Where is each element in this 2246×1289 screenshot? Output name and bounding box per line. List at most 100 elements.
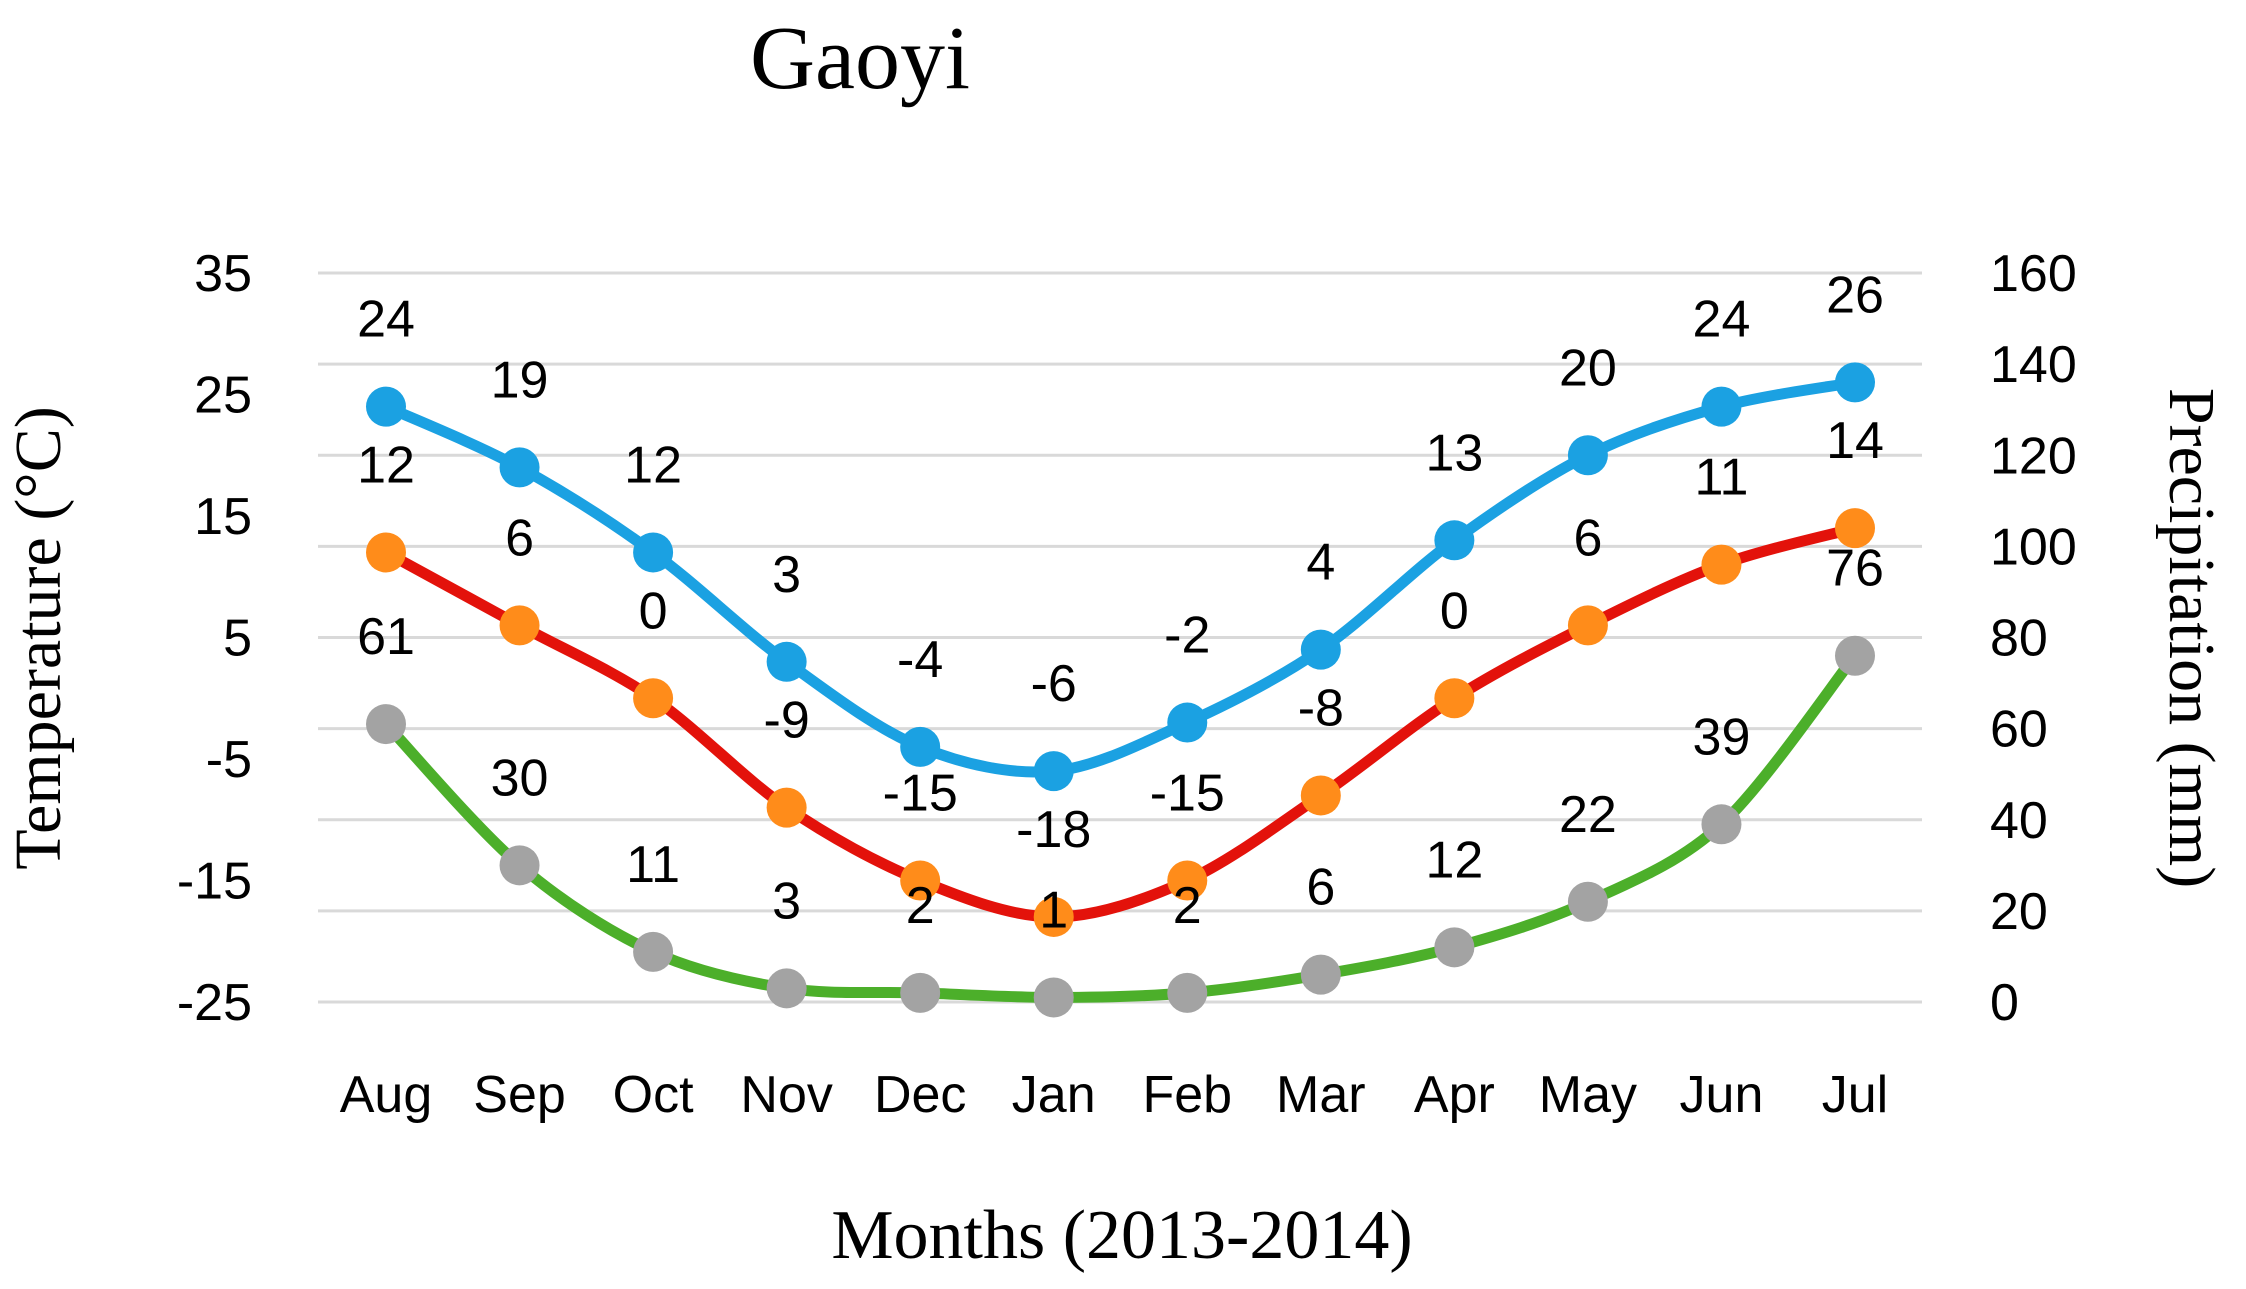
temp-max-point [499,447,540,488]
temp-min-point [633,678,674,719]
temp-min-point [1835,508,1875,549]
x-tick-label: Mar [1276,1066,1366,1124]
precipitation-point [1835,635,1875,676]
left-tick-label: 15 [194,488,252,546]
temp-min-data-label: -8 [1298,679,1344,737]
precipitation-data-label: 61 [357,608,415,666]
temp-min-data-label: 6 [505,509,534,567]
precipitation-point [900,972,941,1013]
temp-min-data-label: -15 [1150,765,1225,823]
temp-max-data-label: -6 [1031,655,1077,713]
precipitation-point [1434,927,1475,968]
right-axis-title: Precipitation (mm) [2155,388,2228,888]
temp-min-point [1033,896,1074,937]
x-tick-label: Jan [1012,1066,1096,1124]
precipitation-point [1567,881,1608,922]
left-tick-label: -25 [177,974,252,1032]
temp-max-data-label: -2 [1164,607,1210,665]
left-tick-label: -5 [206,731,252,789]
temp-min-point [499,605,540,646]
x-tick-label: Jul [1822,1066,1888,1124]
right-tick-label: 100 [1990,518,2077,576]
x-tick-label: Feb [1142,1066,1232,1124]
precipitation-point [366,704,406,745]
left-axis-ticks: 35 25 15 5 -5 -15 -25 [177,245,252,1032]
precipitation-line [380,650,1861,1003]
temp-min-data-label: -9 [764,692,810,750]
temp-max-data-label: 3 [772,546,801,604]
x-tick-label: Aug [340,1066,433,1124]
temp-min-data-label: 12 [357,436,415,494]
x-tick-label: Apr [1414,1066,1495,1124]
right-tick-label: 20 [1990,883,2048,941]
temp-min-data-label: 0 [1440,582,1469,640]
left-tick-label: 5 [223,610,252,668]
temp-min-point [1567,605,1608,646]
temp-min-point [900,860,941,901]
precipitation-data-label: 11 [626,836,680,894]
precipitation-data-label: 12 [1425,831,1483,889]
precipitation-point [1033,977,1074,1018]
precipitation-data-label: 39 [1693,708,1751,766]
chart-title: Gaoyi [750,9,970,108]
x-tick-label: Nov [740,1066,832,1124]
precipitation-data-label: 22 [1559,786,1617,844]
precipitation-point [1701,804,1742,845]
temp-min-data-label: -18 [1016,801,1091,859]
temp-max-point [766,641,807,682]
temp-min-data-label: 0 [639,582,668,640]
temp-min-data-label: 11 [1694,449,1748,507]
left-tick-label: -15 [177,853,252,911]
x-tick-label: Dec [874,1066,966,1124]
right-tick-label: 120 [1990,427,2077,485]
right-tick-label: 80 [1990,610,2048,668]
right-axis-ticks: 160 140 120 100 80 60 40 20 0 [1990,245,2077,1032]
precipitation-data-label: 6 [1306,859,1335,917]
temp-max-data-label: 19 [491,351,549,409]
temp-max-point [366,386,406,427]
temp-max-point [1033,751,1074,792]
temp-min-point [1167,860,1208,901]
precipitation-point [1300,954,1341,995]
temp-max-point [1835,362,1875,403]
precipitation-point [633,931,674,972]
temp-min-point [1701,544,1742,585]
temp-max-data-label: 13 [1425,424,1483,482]
temp-max-point [633,532,674,573]
series-group [366,362,1875,1018]
left-axis-title: Temperature (°C) [2,406,75,869]
x-axis-title: Months (2013-2014) [831,1197,1412,1274]
precipitation-data-label: 2 [1173,877,1202,935]
precipitation-point [499,845,540,886]
temp-max-data-label: 24 [357,291,415,349]
right-tick-label: 160 [1990,245,2077,303]
temp-min-point [1300,775,1341,816]
x-tick-label: May [1539,1066,1637,1124]
temp-max-point [900,726,941,767]
precipitation-point [766,968,807,1009]
temp-max-data-label: 26 [1826,266,1884,324]
temp-max-data-label: 20 [1559,339,1617,397]
right-tick-label: 0 [1990,974,2019,1032]
left-tick-label: 25 [194,367,252,425]
temp-max-data-label: -4 [897,631,943,689]
temp-min-point [766,787,807,828]
temp-min-data-label: 6 [1573,509,1602,567]
precipitation-data-label: 2 [906,877,935,935]
right-tick-label: 60 [1990,701,2048,759]
temp-max-data-label: 12 [624,436,682,494]
temp-max-point [1167,702,1208,743]
left-tick-label: 35 [194,245,252,303]
temp-max-point [1701,386,1742,427]
temp-max-data-label: 4 [1306,534,1335,592]
right-tick-label: 40 [1990,792,2048,850]
temp-min-data-label: 14 [1826,412,1884,470]
temp-max-point [1300,629,1341,670]
precipitation-data-label: 3 [772,872,801,930]
temp-max-point [1567,435,1608,476]
temp-min-point [1434,678,1475,719]
temp-max-point [1434,520,1475,561]
